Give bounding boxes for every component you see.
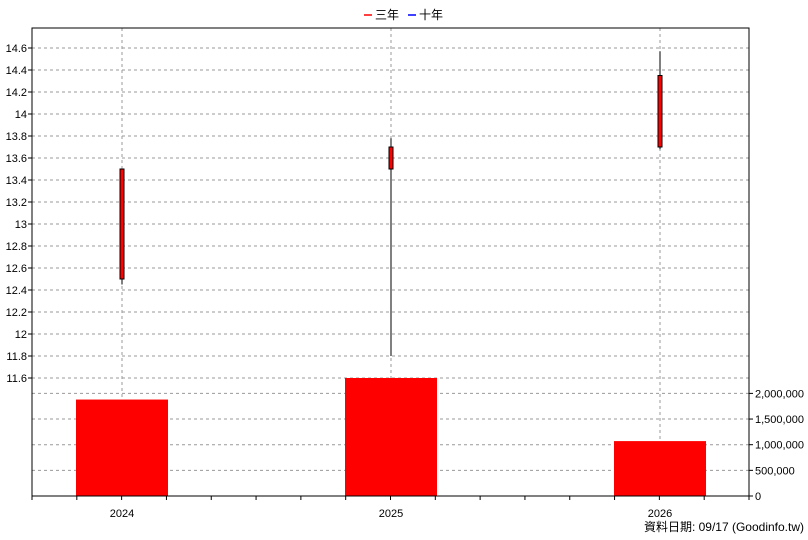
price-tick-label: 12.4 <box>6 285 27 297</box>
price-tick-label: 13.2 <box>6 197 27 209</box>
axes: 11.6 11.8 12 12.2 12.4 12.6 12.8 13 13.2 13.4 13.6… <box>6 27 804 520</box>
candle-body-2026 <box>657 75 663 148</box>
price-tick-label: 12.6 <box>6 263 27 275</box>
x-tick-label: 2026 <box>648 508 672 520</box>
volume-bar-2026 <box>614 441 706 496</box>
price-tick-label: 13.4 <box>6 175 27 187</box>
price-tick-label: 13.8 <box>6 131 27 143</box>
volume-tick-label: 1,000,000 <box>755 440 804 452</box>
price-tick-label: 14.4 <box>6 65 27 77</box>
x-tick-label: 2025 <box>379 508 403 520</box>
price-tick-label: 12.2 <box>6 307 27 319</box>
footer-source: 資料日期: 09/17 (Goodinfo.tw) <box>644 520 804 534</box>
price-tick-label: 12 <box>15 329 27 341</box>
candlesticks <box>119 51 663 356</box>
legend: 三年 十年 <box>364 8 443 22</box>
price-tick-label: 14 <box>15 109 27 121</box>
volume-tick-label: 1,500,000 <box>755 414 804 426</box>
volume-tick-label: 0 <box>755 491 761 503</box>
candle-body-2024 <box>119 168 125 280</box>
price-tick-label: 12.8 <box>6 241 27 253</box>
volume-tick-label: 2,000,000 <box>755 388 804 400</box>
legend-label-1: 十年 <box>419 8 443 22</box>
volume-bars <box>76 378 706 496</box>
candle-body-2025 <box>388 146 394 170</box>
price-tick-label: 14.2 <box>6 87 27 99</box>
price-tick-label: 14.6 <box>6 43 27 55</box>
price-tick-label: 13 <box>15 219 27 231</box>
volume-bar-2024 <box>76 399 168 496</box>
price-tick-label: 13.6 <box>6 153 27 165</box>
x-tick-label: 2024 <box>110 508 134 520</box>
volume-tick-label: 500,000 <box>755 465 795 477</box>
volume-bar-2025 <box>345 378 437 496</box>
legend-label-0: 三年 <box>375 8 399 22</box>
price-tick-label: 11.8 <box>6 351 27 363</box>
price-tick-label: 11.6 <box>6 373 27 385</box>
